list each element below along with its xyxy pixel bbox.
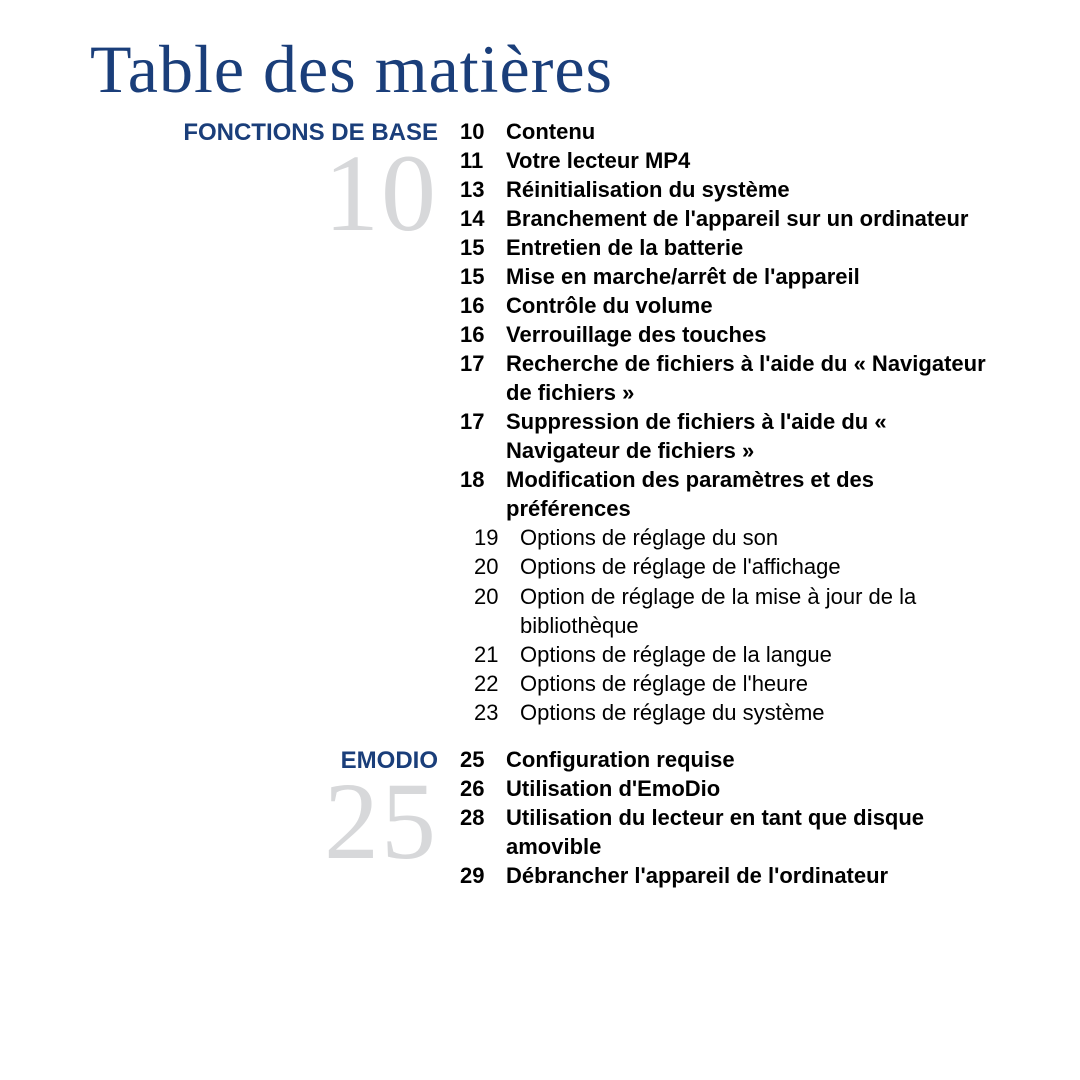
toc-entry-page: 23	[460, 698, 520, 727]
section-entries: 25Configuration requise26Utilisation d'E…	[460, 745, 990, 890]
toc-entry-page: 14	[460, 204, 506, 233]
toc-entry: 29Débrancher l'appareil de l'ordinateur	[460, 861, 990, 890]
toc-entry-text: Options de réglage de la langue	[520, 640, 990, 669]
toc-entry: 25Configuration requise	[460, 745, 990, 774]
toc-entry-text: Verrouillage des touches	[506, 320, 990, 349]
toc-entry: 18Modification des paramètres et des pré…	[460, 465, 990, 523]
section-big-number: 25	[90, 772, 438, 871]
toc-entry-text: Options de réglage du son	[520, 523, 990, 552]
toc-entry: 11Votre lecteur MP4	[460, 146, 990, 175]
toc-entry-page: 20	[460, 552, 520, 581]
toc-entry-page: 15	[460, 262, 506, 291]
toc-entry-text: Entretien de la batterie	[506, 233, 990, 262]
toc-entry-text: Options de réglage du système	[520, 698, 990, 727]
toc-section-fonctions: FONCTIONS DE BASE 10 10Contenu11Votre le…	[90, 117, 990, 727]
toc-entry-page: 13	[460, 175, 506, 204]
toc-entry: 26Utilisation d'EmoDio	[460, 774, 990, 803]
toc-entry: 22Options de réglage de l'heure	[460, 669, 990, 698]
toc-entry-text: Options de réglage de l'heure	[520, 669, 990, 698]
toc-entry: 13Réinitialisation du système	[460, 175, 990, 204]
toc-entry: 19Options de réglage du son	[460, 523, 990, 552]
toc-entry: 15Entretien de la batterie	[460, 233, 990, 262]
section-entries: 10Contenu11Votre lecteur MP413Réinitiali…	[460, 117, 990, 727]
section-big-number: 10	[90, 144, 438, 243]
toc-entry-text: Débrancher l'appareil de l'ordinateur	[506, 861, 990, 890]
toc-entry-page: 17	[460, 407, 506, 436]
toc-entry: 21Options de réglage de la langue	[460, 640, 990, 669]
toc-entry-text: Réinitialisation du système	[506, 175, 990, 204]
toc-entry-page: 10	[460, 117, 506, 146]
toc-entry-page: 16	[460, 291, 506, 320]
toc-entry-text: Option de réglage de la mise à jour de l…	[520, 582, 990, 640]
toc-entry: 28Utilisation du lecteur en tant que dis…	[460, 803, 990, 861]
toc-entry-text: Utilisation du lecteur en tant que disqu…	[506, 803, 990, 861]
toc-entry-page: 17	[460, 349, 506, 378]
toc-entry: 17Suppression de fichiers à l'aide du « …	[460, 407, 990, 465]
toc-entry-page: 19	[460, 523, 520, 552]
page-title: Table des matières	[90, 30, 990, 109]
toc-entry: 10Contenu	[460, 117, 990, 146]
toc-entry-page: 11	[460, 146, 506, 175]
toc-entry-text: Branchement de l'appareil sur un ordinat…	[506, 204, 990, 233]
toc-entry: 14Branchement de l'appareil sur un ordin…	[460, 204, 990, 233]
section-left: FONCTIONS DE BASE 10	[90, 117, 460, 727]
toc-entry-page: 15	[460, 233, 506, 262]
toc-section-emodio: EMODIO 25 25Configuration requise26Utili…	[90, 745, 990, 890]
toc-entry-text: Contrôle du volume	[506, 291, 990, 320]
toc-entry-text: Mise en marche/arrêt de l'appareil	[506, 262, 990, 291]
toc-entry: 23Options de réglage du système	[460, 698, 990, 727]
toc-entry-text: Modification des paramètres et des préfé…	[506, 465, 990, 523]
toc-entry-text: Contenu	[506, 117, 990, 146]
toc-entry: 16Verrouillage des touches	[460, 320, 990, 349]
toc-entry-page: 22	[460, 669, 520, 698]
toc-entry-page: 28	[460, 803, 506, 832]
toc-entry: 16Contrôle du volume	[460, 291, 990, 320]
toc-entry-text: Configuration requise	[506, 745, 990, 774]
toc-entry: 15Mise en marche/arrêt de l'appareil	[460, 262, 990, 291]
toc-entry: 17Recherche de fichiers à l'aide du « Na…	[460, 349, 990, 407]
section-left: EMODIO 25	[90, 745, 460, 890]
toc-entry: 20Options de réglage de l'affichage	[460, 552, 990, 581]
toc-entry-page: 20	[460, 582, 520, 611]
toc-entry-text: Utilisation d'EmoDio	[506, 774, 990, 803]
toc-entry-page: 25	[460, 745, 506, 774]
toc-entry-page: 21	[460, 640, 520, 669]
toc-page: Table des matières FONCTIONS DE BASE 10 …	[0, 0, 1080, 1080]
toc-entry: 20Option de réglage de la mise à jour de…	[460, 582, 990, 640]
toc-entry-page: 29	[460, 861, 506, 890]
toc-entry-text: Options de réglage de l'affichage	[520, 552, 990, 581]
toc-entry-text: Suppression de fichiers à l'aide du « Na…	[506, 407, 990, 465]
toc-entry-page: 18	[460, 465, 506, 494]
toc-entry-page: 16	[460, 320, 506, 349]
toc-entry-text: Votre lecteur MP4	[506, 146, 990, 175]
toc-entry-page: 26	[460, 774, 506, 803]
toc-entry-text: Recherche de fichiers à l'aide du « Navi…	[506, 349, 990, 407]
